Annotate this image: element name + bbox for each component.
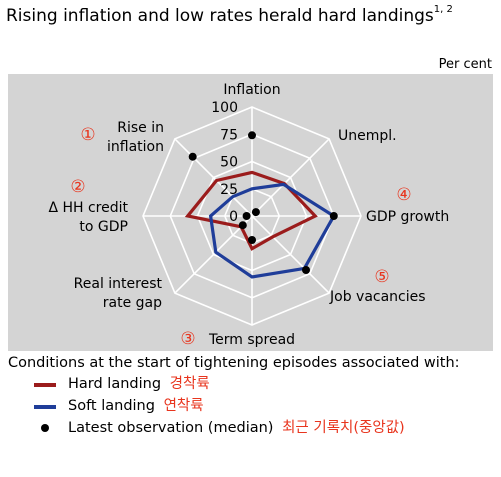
latest-observation-dot <box>41 424 49 432</box>
axis-marker: ③ <box>180 329 195 349</box>
legend-item-hard-landing: Hard landing 경착륙 <box>8 373 493 395</box>
axis-label: Unempl. <box>338 128 397 144</box>
latest-observation-point <box>238 221 247 230</box>
legend-item-soft-landing: Soft landing 연착륙 <box>8 395 493 417</box>
hard-landing-swatch <box>34 383 56 387</box>
series <box>184 131 338 279</box>
tick-label: 25 <box>220 182 238 198</box>
title-footnote-marker: 1, 2 <box>433 4 453 15</box>
tick-label: 75 <box>220 127 238 143</box>
grid-spoke <box>251 138 330 217</box>
tick-label: 50 <box>220 155 238 171</box>
grid-spoke <box>174 138 253 217</box>
tick-labels: 0 25 50 75 100 <box>211 100 238 225</box>
latest-observation-point <box>302 266 310 274</box>
legend-item-latest-observation: Latest observation (median) 최근 기록치(중앙값) <box>8 417 493 439</box>
axis-labels: Inflation Unempl. GDP growth ④ Job vacancies… <box>48 82 449 349</box>
grid-spoke <box>174 215 253 294</box>
grid-spoke <box>251 215 330 294</box>
legend-label: Soft landing <box>68 398 155 414</box>
unit-label: Per cent <box>438 57 492 72</box>
axis-label: Real interest rate gap <box>74 276 163 311</box>
latest-observation-point <box>188 152 197 161</box>
axis-marker: ⑤ <box>374 267 389 287</box>
axis-label: Δ HH credit to GDP <box>48 200 128 235</box>
axis-marker: ② <box>70 177 85 197</box>
axis-marker: ① <box>80 125 95 145</box>
latest-observation-point <box>329 212 338 220</box>
legend-note: 최근 기록치(중앙값) <box>282 420 405 436</box>
latest-observation-point <box>251 208 260 217</box>
axis-label: Inflation <box>223 82 280 98</box>
tick-label: 0 <box>229 209 238 225</box>
axis-label: Term spread <box>208 332 295 348</box>
axis-label: Rise in inflation <box>107 120 164 155</box>
radar-chart: 0 25 50 75 100 Inflation Unempl. GDP growth ④ Job… <box>48 82 449 349</box>
legend-label: Hard landing <box>68 376 162 392</box>
legend-heading: Conditions at the start of tightening ep… <box>8 355 460 371</box>
tick-label: 100 <box>211 100 238 116</box>
grid <box>142 106 362 326</box>
latest-observation-point <box>248 131 256 140</box>
axis-label: Job vacancies <box>329 289 426 305</box>
hard-landing-series <box>184 170 318 251</box>
soft-landing-series <box>208 182 336 279</box>
axis-label: GDP growth <box>366 209 449 225</box>
soft-landing-swatch <box>34 405 56 409</box>
legend: Conditions at the start of tightening ep… <box>8 354 493 439</box>
latest-observation-point <box>242 212 251 220</box>
axis-marker: ④ <box>396 185 411 205</box>
legend-label: Latest observation (median) <box>68 420 274 436</box>
chart-panel: 0 25 50 75 100 Inflation Unempl. GDP growth ④ Job… <box>8 74 493 351</box>
legend-note: 연착륙 <box>163 398 204 414</box>
legend-note: 경착륙 <box>169 376 210 392</box>
chart-title-text: Rising inflation and low rates herald ha… <box>6 6 434 26</box>
latest-observation-point <box>248 236 256 244</box>
chart-title: Rising inflation and low rates herald ha… <box>6 4 453 26</box>
